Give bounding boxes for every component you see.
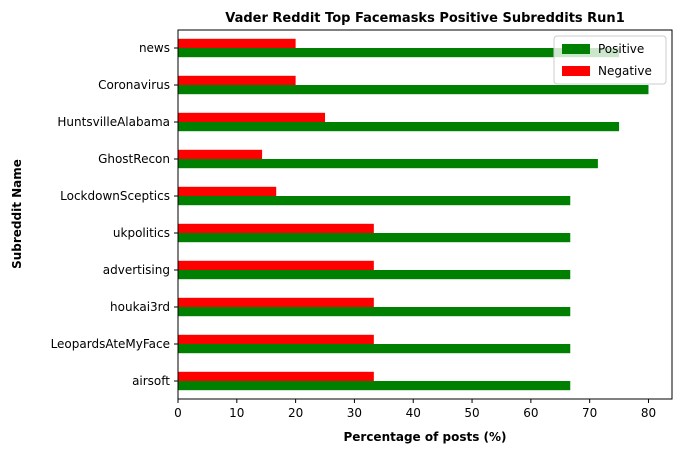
legend-swatch-positive [562,44,590,54]
bar-negative-GhostRecon [178,149,263,159]
legend-label-positive: Positive [598,42,644,56]
legend-swatch-negative [562,66,590,76]
x-tick-label: 50 [464,406,479,420]
chart-title: Vader Reddit Top Facemasks Positive Subr… [225,11,625,26]
x-axis: 0 10 20 30 40 50 60 70 80 [174,399,656,420]
x-tick-label: 10 [229,406,244,420]
legend: Positive Negative [553,35,667,85]
x-tick-label: 0 [174,406,182,420]
bar-negative-ukpolitics [178,223,374,233]
x-tick-label: 60 [523,406,538,420]
y-tick-label-Coronavirus: Coronavirus [98,78,170,92]
y-tick-label-airsoft: airsoft [132,374,170,388]
y-tick-label-GhostRecon: GhostRecon [98,152,170,166]
bar-positive-advertising [178,270,571,280]
x-axis-label: Percentage of posts (%) [343,430,506,444]
y-tick-label-LockdownSceptics: LockdownSceptics [60,189,170,203]
y-tick-label-LeopardsAteMyFace: LeopardsAteMyFace [51,337,170,351]
bar-negative-advertising [178,260,374,270]
bar-negative-airsoft [178,371,374,381]
plot-frame [177,29,673,400]
x-tick-label: 80 [641,406,656,420]
bar-positive-ukpolitics [178,233,571,243]
bar-negative-news [178,38,296,48]
y-axis-label: Subreddit Name [10,159,24,269]
y-tick-label-HuntsvilleAlabama: HuntsvilleAlabama [57,115,170,129]
bar-negative-LockdownSceptics [178,186,277,196]
y-tick-label-ukpolitics: ukpolitics [113,226,170,240]
x-tick-label: 40 [406,406,421,420]
bar-positive-LeopardsAteMyFace [178,344,571,354]
plot-area [178,38,649,391]
legend-label-negative: Negative [598,64,652,78]
bar-negative-HuntsvilleAlabama [178,112,326,122]
bar-positive-houkai3rd [178,307,571,317]
bar-positive-airsoft [178,381,571,391]
bar-positive-HuntsvilleAlabama [178,122,620,132]
bar-positive-Coronavirus [178,85,649,95]
bar-positive-news [178,48,620,58]
y-tick-label-news: news [139,41,170,55]
bar-positive-GhostRecon [178,159,598,169]
bar-negative-LeopardsAteMyFace [178,334,374,344]
y-axis: news Coronavirus HuntsvilleAlabama GhostRec… [51,41,178,388]
bar-negative-houkai3rd [178,297,374,307]
x-tick-label: 70 [582,406,597,420]
y-tick-label-houkai3rd: houkai3rd [110,300,170,314]
bar-negative-Coronavirus [178,75,296,85]
bar-positive-LockdownSceptics [178,196,571,206]
x-tick-label: 20 [288,406,303,420]
x-tick-label: 30 [347,406,362,420]
y-tick-label-advertising: advertising [103,263,170,277]
